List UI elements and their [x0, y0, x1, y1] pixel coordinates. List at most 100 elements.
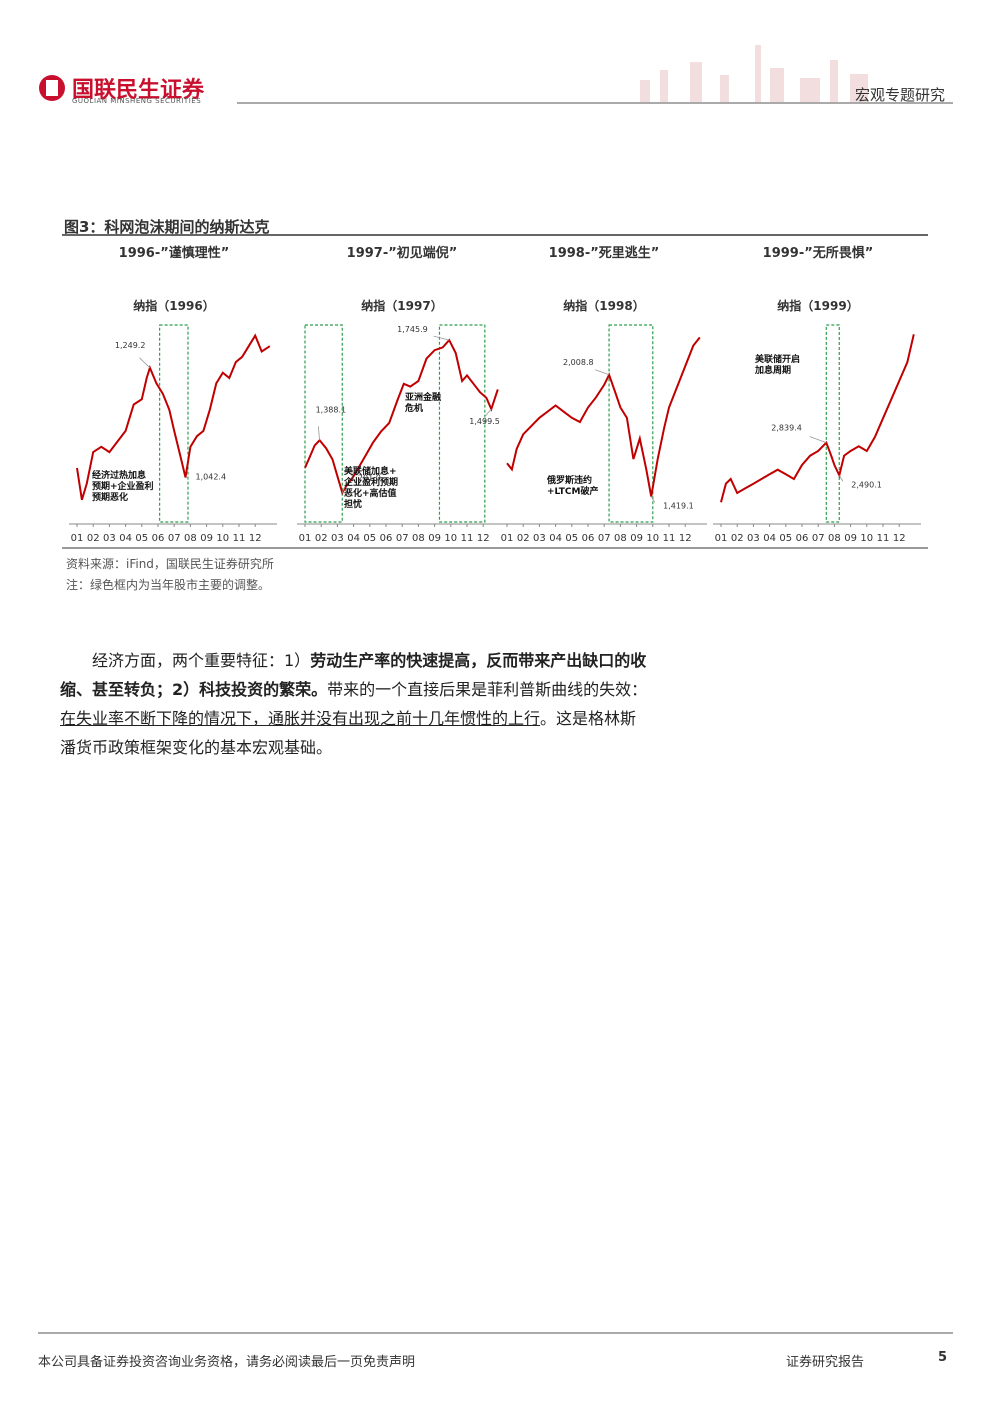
x-tick-label: 12: [249, 533, 262, 544]
x-tick-label: 05: [135, 533, 148, 544]
index-line: [304, 338, 499, 496]
paragraph-segment: 劳动生产率的快速提高，反而带来产出缺口的收缩、甚至转负；2）科技投资的繁荣。: [60, 651, 647, 699]
x-tick-label: 03: [533, 533, 546, 544]
x-tick-label: 06: [380, 533, 393, 544]
index-line: [720, 334, 915, 503]
x-tick-label: 08: [184, 533, 197, 544]
x-tick-label: 04: [549, 533, 562, 544]
x-tick-label: 08: [828, 533, 841, 544]
x-tick-label: 02: [87, 533, 100, 544]
annotation: 恶化+高估值: [344, 487, 397, 499]
chart-title: 1996-”谨慎理性”: [119, 245, 230, 261]
value-label: 2,008.8: [563, 358, 594, 367]
label-leader: [317, 426, 320, 441]
x-tick-label: 09: [844, 533, 857, 544]
source: 资料来源：iFind，国联民生证券研究所: [66, 557, 274, 571]
paragraph-segment: 在失业率不断下降的情况下，通胀并没有出现之前十几年惯性的上行: [60, 709, 541, 728]
index-line: [76, 333, 271, 501]
annotation: 担忧: [344, 498, 362, 510]
chart-subtitle: 纳指（1997）: [361, 298, 442, 313]
label-leader: [838, 475, 844, 482]
label-leader: [185, 476, 189, 479]
index-line: [506, 336, 701, 497]
highlight-box: [825, 324, 840, 523]
section: 宏观专题研究: [855, 86, 946, 104]
disclaimer: 本公司具备证券投资咨询业务资格，请务必阅读最后一页免责声明: [38, 1355, 416, 1370]
annotation: 预期恶化: [92, 491, 128, 503]
x-tick-label: 06: [152, 533, 165, 544]
logo-icon-inner: [46, 80, 58, 96]
x-tick-label: 07: [598, 533, 611, 544]
page-number: 5: [938, 1350, 948, 1365]
chart-subtitle: 纳指（1998）: [563, 298, 644, 313]
x-tick-label: 11: [233, 533, 246, 544]
x-tick-label: 01: [299, 533, 312, 544]
x-tick-label: 10: [216, 533, 229, 544]
label-leader: [650, 496, 656, 503]
annotation: 美联储开启: [755, 353, 800, 365]
value-label: 1,388.1: [316, 405, 347, 414]
annotation: +LTCM破产: [547, 485, 599, 497]
x-tick-label: 04: [763, 533, 776, 544]
paragraph-segment: 带来的一个直接后果是菲利普斯曲线的失效：: [327, 680, 648, 699]
chart-subtitle: 纳指（1999）: [777, 298, 858, 313]
label-leader: [139, 357, 151, 369]
label-leader: [341, 486, 346, 493]
x-tick-label: 11: [877, 533, 890, 544]
x-tick-label: 01: [715, 533, 728, 544]
annotation: 俄罗斯违约: [546, 474, 592, 486]
paragraph-segment: 。这是格林斯潘货币政策框架变化的基本宏观基础。: [60, 709, 637, 757]
value-label: 1,745.9: [397, 325, 428, 334]
report-type: 证券研究报告: [786, 1355, 865, 1370]
x-tick-label: 11: [461, 533, 474, 544]
value-label: 1,419.1: [663, 501, 694, 510]
brand: 国联民生证券: [72, 78, 205, 103]
x-tick-label: 06: [796, 533, 809, 544]
value-label: 1,042.4: [196, 472, 227, 481]
label-leader: [484, 408, 492, 417]
x-tick-label: 10: [444, 533, 457, 544]
x-tick-label: 12: [893, 533, 906, 544]
chart-subtitle: 纳指（1996）: [133, 298, 214, 313]
x-tick-label: 05: [363, 533, 376, 544]
skyline: [640, 45, 868, 102]
x-tick-label: 10: [860, 533, 873, 544]
x-tick-label: 05: [565, 533, 578, 544]
x-tick-label: 06: [582, 533, 595, 544]
x-tick-label: 02: [731, 533, 744, 544]
annotation: 加息周期: [754, 364, 791, 376]
value-label: 2,490.1: [851, 480, 882, 489]
annotation: 美联储加息+: [344, 465, 397, 477]
x-tick-label: 08: [614, 533, 627, 544]
highlight-box: [608, 324, 654, 523]
highlight-box: [304, 324, 343, 523]
x-tick-label: 04: [119, 533, 132, 544]
x-tick-label: 03: [331, 533, 344, 544]
x-tick-label: 04: [347, 533, 360, 544]
value-label: 1,249.2: [115, 341, 146, 350]
x-tick-label: 12: [477, 533, 490, 544]
value-label: 1,499.5: [469, 417, 500, 426]
x-tick-label: 11: [663, 533, 676, 544]
label-leader: [809, 436, 827, 444]
x-tick-label: 05: [779, 533, 792, 544]
x-tick-label: 02: [517, 533, 530, 544]
x-tick-label: 10: [646, 533, 659, 544]
x-tick-label: 07: [812, 533, 825, 544]
annotation: 企业盈利预期: [343, 476, 398, 488]
label-leader: [595, 369, 610, 376]
x-tick-label: 09: [428, 533, 441, 544]
x-tick-label: 12: [679, 533, 692, 544]
chart-title: 1999-”无所畏惧”: [763, 245, 874, 261]
x-tick-label: 09: [630, 533, 643, 544]
x-tick-label: 08: [412, 533, 425, 544]
label-leader: [433, 335, 450, 341]
x-tick-label: 07: [168, 533, 181, 544]
x-tick-label: 09: [200, 533, 213, 544]
value-label: 2,839.4: [771, 424, 802, 433]
x-tick-label: 03: [103, 533, 116, 544]
x-tick-label: 02: [315, 533, 328, 544]
paragraph-segment: 经济方面，两个重要特征：1）: [92, 651, 311, 670]
